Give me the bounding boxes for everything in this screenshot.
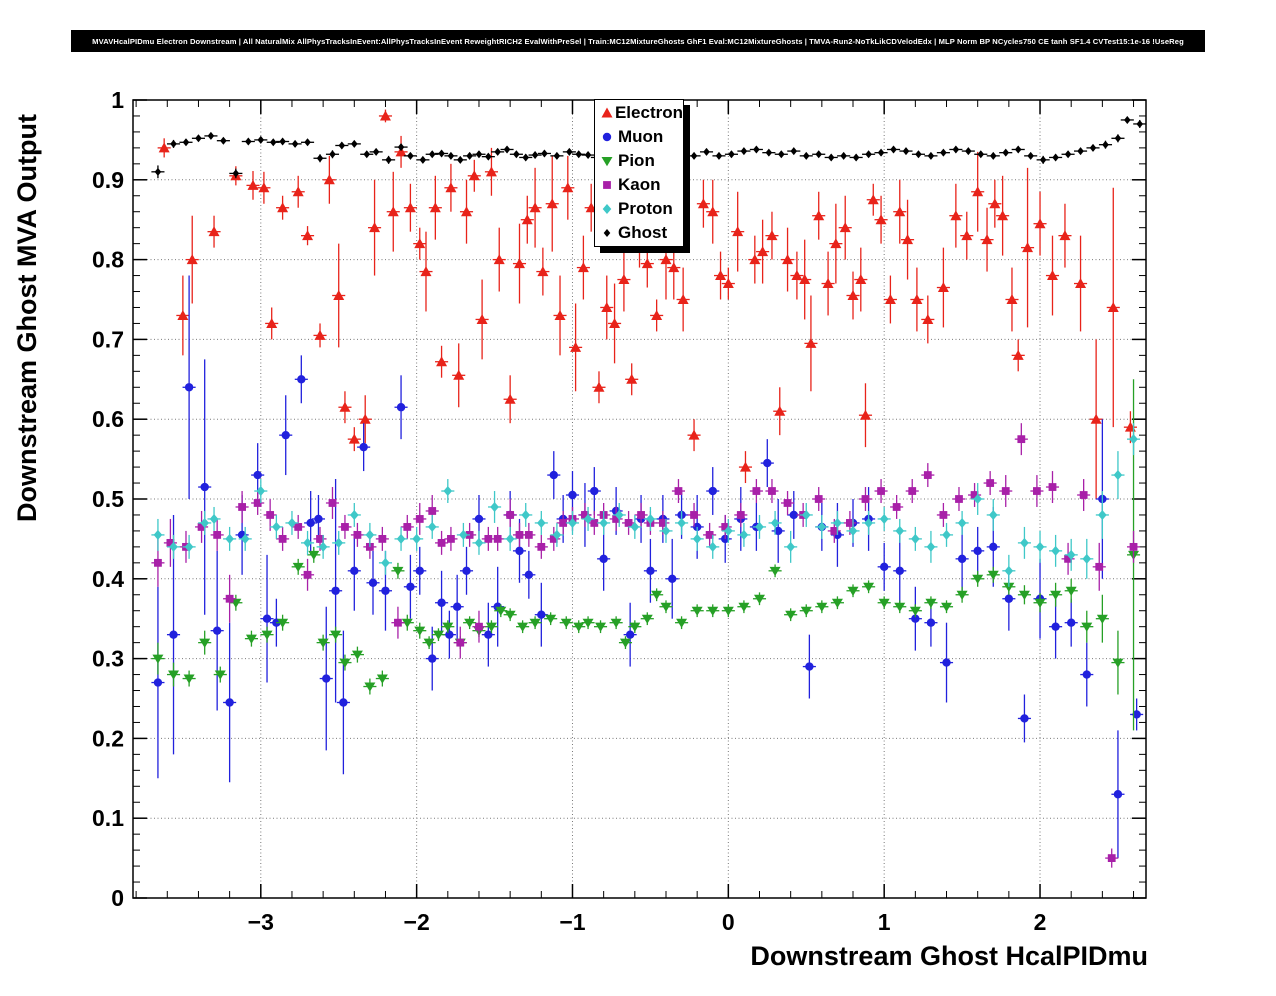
- series-muon: [151, 275, 1144, 859]
- square-icon: [603, 181, 611, 189]
- y-axis-label: Downstream Ghost MVA Output: [12, 114, 42, 522]
- triangle-up-icon: [601, 107, 613, 118]
- y-tick-label: 0.6: [92, 406, 124, 432]
- y-tick-label: 1: [111, 87, 124, 113]
- series-proton: [151, 423, 1141, 587]
- x-tick-label: −3: [248, 909, 274, 935]
- y-tick-label: 0.1: [92, 805, 124, 831]
- legend-label: Kaon: [618, 175, 661, 194]
- legend-label: Muon: [618, 127, 664, 146]
- plot-title-bar: MVAVHcalPIDmu Electron Downstream | All …: [71, 30, 1205, 52]
- series-pion: [151, 379, 1141, 731]
- series-kaon: [151, 423, 1141, 868]
- x-tick-label: −2: [404, 909, 430, 935]
- x-tick-label: 2: [1034, 909, 1047, 935]
- y-tick-label: 0.4: [92, 566, 124, 592]
- y-tick-label: 0.9: [92, 167, 124, 193]
- plot-title: MVAVHcalPIDmu Electron Downstream | All …: [92, 36, 1184, 46]
- triangle-down-icon: [601, 157, 613, 167]
- legend-label: Ghost: [618, 223, 668, 242]
- circle-icon: [602, 132, 612, 142]
- x-tick-label: 0: [722, 909, 735, 935]
- diamond-icon: [602, 204, 612, 214]
- series-electron: [157, 109, 1137, 499]
- y-tick-label: 0.2: [92, 725, 124, 751]
- legend-entry-ghost: Ghost: [595, 221, 683, 245]
- legend-label: Electron: [614, 103, 683, 122]
- legend: Electron Muon Pion Kaon Proton Ghost: [594, 99, 684, 247]
- legend-entry-kaon: Kaon: [595, 173, 683, 197]
- y-tick-label: 0.5: [92, 486, 124, 512]
- x-axis-label: Downstream Ghost HcalPIDmu: [750, 941, 1148, 971]
- legend-label: Proton: [618, 199, 673, 218]
- legend-entry-proton: Proton: [595, 197, 683, 221]
- x-tick-label: −1: [559, 909, 585, 935]
- y-tick-label: 0.3: [92, 646, 124, 672]
- y-tick-label: 0.8: [92, 247, 124, 273]
- y-tick-label: 0: [111, 885, 124, 911]
- small-diamond-icon: [603, 229, 611, 237]
- y-tick-label: 0.7: [92, 326, 124, 352]
- legend-label: Pion: [618, 151, 655, 170]
- legend-entry-pion: Pion: [595, 149, 683, 173]
- legend-entry-muon: Muon: [595, 125, 683, 149]
- x-tick-label: 1: [878, 909, 891, 935]
- legend-entry-electron: Electron: [595, 101, 683, 125]
